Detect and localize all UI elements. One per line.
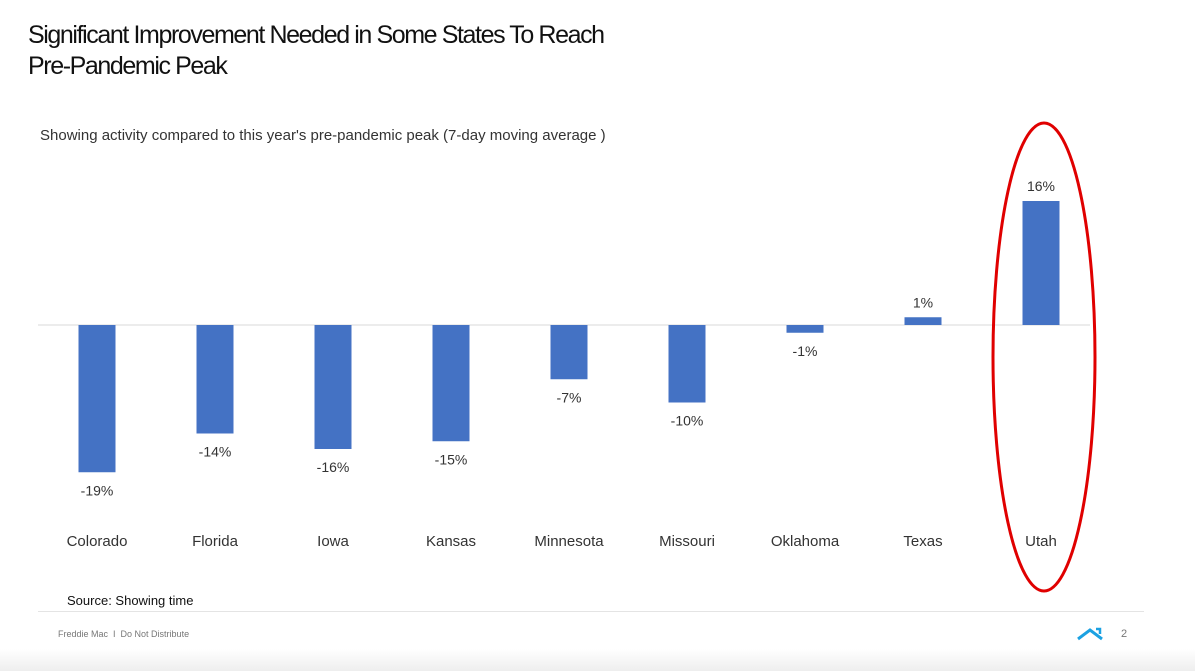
data-label-kansas: -15% [435,451,468,467]
data-label-iowa: -16% [317,459,350,475]
category-label-colorado: Colorado [67,533,128,550]
data-label-texas: 1% [913,294,933,310]
highlight-ellipse [991,121,1097,593]
data-label-minnesota: -7% [557,389,582,405]
slide-title: Significant Improvement Needed in Some S… [28,20,728,82]
footer-text: Freddie Mac I Do Not Distribute [58,629,189,639]
bar-utah [1022,201,1060,325]
data-label-oklahoma: -1% [793,343,818,359]
bar-minnesota [550,325,588,380]
source-note: Source: Showing time [67,593,194,608]
data-label-colorado: -19% [81,482,114,498]
page-number: 2 [1121,628,1128,640]
slide-title-line-1: Significant Improvement Needed in Some S… [28,21,605,49]
chart-subtitle: Showing activity compared to this year's… [40,127,606,144]
bar-iowa [314,325,352,449]
data-label-utah: 16% [1027,178,1055,194]
category-label-utah: Utah [1025,533,1057,550]
bar-texas [904,317,942,325]
category-label-florida: Florida [192,533,239,550]
category-label-iowa: Iowa [317,533,349,550]
bar-oklahoma [786,325,824,333]
category-label-missouri: Missouri [659,533,715,550]
category-label-oklahoma: Oklahoma [771,533,840,550]
bar-kansas [432,325,470,442]
bottom-bar [0,649,1195,671]
data-label-florida: -14% [199,444,232,460]
roof-logo-icon [1077,627,1103,641]
footer-brand: Freddie Mac [58,629,109,639]
bar-missouri [668,325,706,403]
slide-title-line-2: Pre-Pandemic Peak [28,52,228,80]
bar-florida [196,325,234,434]
category-label-texas: Texas [903,533,942,550]
footer-notice: Do Not Distribute [120,629,190,639]
footer-separator: I [113,629,116,639]
footer-divider [38,611,1144,612]
bar-chart: -19% Colorado -14% Florida -16% Iowa -15% Kansa… [38,121,1097,593]
category-label-kansas: Kansas [426,533,476,550]
data-label-missouri: -10% [671,413,704,429]
bar-colorado [78,325,116,473]
category-label-minnesota: Minnesota [534,533,604,550]
